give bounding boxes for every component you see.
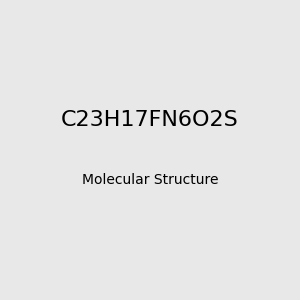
- Text: C23H17FN6O2S: C23H17FN6O2S: [61, 110, 239, 130]
- Text: Molecular Structure: Molecular Structure: [82, 173, 218, 187]
